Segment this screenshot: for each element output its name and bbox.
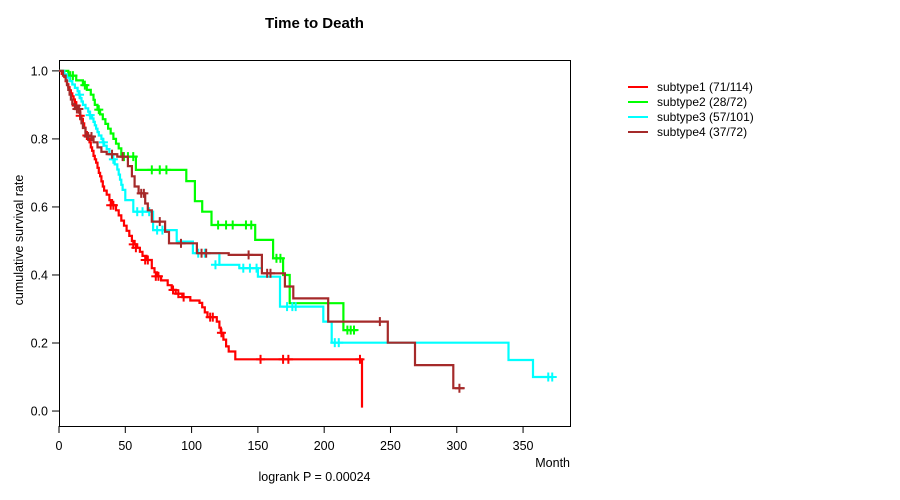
legend-label: subtype1 (71/114) [657,79,753,94]
series-3-curve [59,69,557,382]
x-tick-label: 250 [380,439,401,453]
x-axis: 0 50 100 150 200 250 300 350 [56,426,534,453]
y-tick-label: 0.4 [31,268,48,282]
series-1-curve [59,69,365,408]
series-2-curve [59,69,359,335]
legend-item-3: subtype3 (57/101) [628,109,754,124]
plot-border [59,60,571,427]
x-tick-label: 50 [118,439,132,453]
survival-curve [59,69,465,390]
series-4-curve [59,69,465,393]
y-axis: 0.0 0.2 0.4 0.6 0.8 1.0 [31,64,59,419]
survival-curve [59,69,358,332]
y-tick-label: 0.8 [31,132,48,146]
legend-label: subtype4 (37/72) [657,124,748,139]
legend: subtype1 (71/114) subtype2 (28/72) subtype… [628,79,754,139]
legend-line-swatch [628,100,648,103]
x-tick-label: 200 [314,439,335,453]
y-tick-label: 0.2 [31,337,48,351]
legend-item-1: subtype1 (71/114) [628,79,754,94]
legend-item-4: subtype4 (37/72) [628,124,754,139]
logrank-pvalue-annotation: logrank P = 0.00024 [258,470,371,484]
x-axis-label: Month [535,456,570,470]
x-tick-label: 100 [181,439,202,453]
x-tick-label: 150 [247,439,268,453]
legend-line-swatch [628,115,648,118]
y-tick-label: 0.6 [31,200,48,214]
legend-label: subtype3 (57/101) [657,109,754,124]
y-tick-label: 1.0 [31,64,48,78]
legend-label: subtype2 (28/72) [657,94,748,109]
y-tick-label: 0.0 [31,405,48,419]
legend-line-swatch [628,130,648,133]
x-tick-label: 350 [513,439,534,453]
survival-curve [59,69,553,379]
chart-title: Time to Death [265,15,364,32]
x-tick-label: 300 [446,439,467,453]
legend-item-2: subtype2 (28/72) [628,94,754,109]
x-tick-label: 0 [56,439,63,453]
legend-line-swatch [628,85,648,88]
